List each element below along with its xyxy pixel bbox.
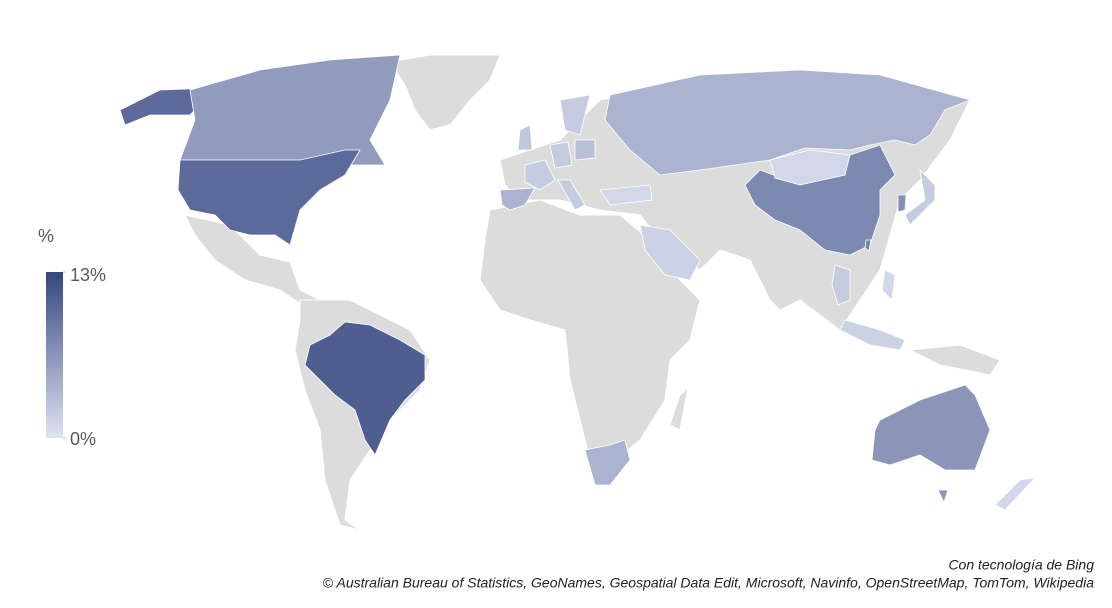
country-region [574, 139, 596, 161]
legend-tick-label: 13% [70, 265, 106, 285]
country-region [897, 194, 907, 213]
country-region [937, 489, 949, 504]
country-region [839, 319, 906, 351]
legend-color-bar [46, 272, 63, 438]
land [389, 54, 501, 131]
country-region [599, 184, 653, 206]
country-region [549, 141, 573, 169]
land [908, 344, 1001, 376]
country-region [864, 239, 872, 252]
land [669, 386, 689, 431]
country-region [179, 54, 401, 166]
country-region [524, 159, 556, 191]
country-region [304, 321, 426, 456]
country-region [584, 439, 631, 486]
countries [119, 54, 1037, 511]
country-region [604, 69, 972, 176]
legend-title: % [38, 226, 54, 246]
country-region [559, 94, 591, 136]
country-region [639, 224, 701, 281]
legend-tick-label: 0% [70, 429, 96, 449]
country-region [177, 149, 361, 246]
country-region [499, 187, 536, 211]
country-region [557, 179, 586, 211]
country-region [769, 149, 851, 186]
country-region [831, 264, 851, 306]
legend-ticks: 13% 0% [63, 265, 106, 449]
land [479, 199, 701, 466]
credit-sources: © Australian Bureau of Statistics, GeoNa… [323, 575, 1094, 591]
country-region [994, 477, 1037, 511]
country-region [871, 384, 991, 471]
country-region [904, 168, 936, 226]
country-region [881, 269, 896, 301]
credit-bing: Con tecnología de Bing [948, 557, 1094, 573]
country-region [517, 124, 533, 151]
